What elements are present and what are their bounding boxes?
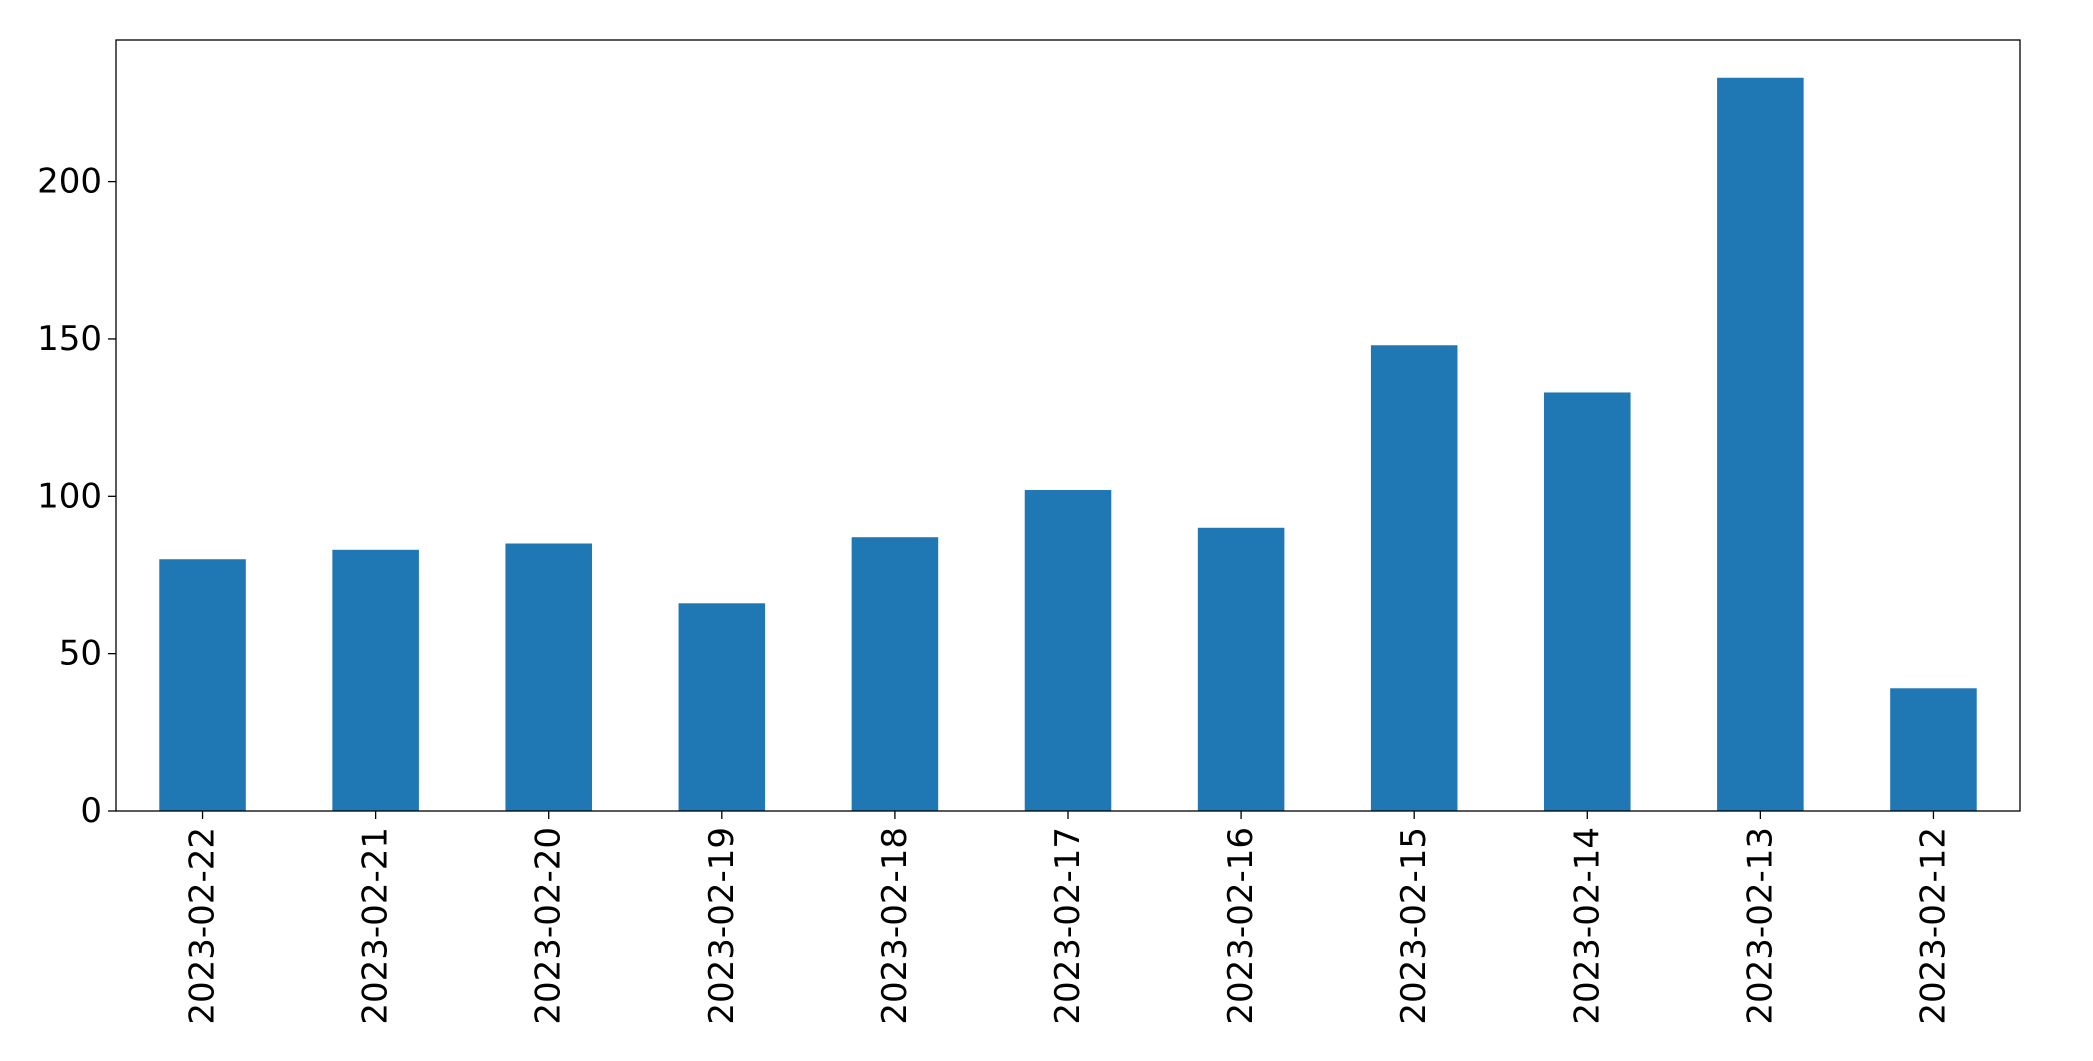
bar-2023-02-15 bbox=[1370, 345, 1458, 811]
y-axis: 0 50 100 150 200 bbox=[37, 162, 116, 831]
y-tick-label: 200 bbox=[37, 162, 102, 202]
x-tick-label: 2023-02-14 bbox=[1567, 827, 1607, 1025]
bar-2023-02-12 bbox=[1890, 688, 1977, 811]
bar-2023-02-13 bbox=[1717, 77, 1804, 811]
bar-2023-02-14 bbox=[1544, 392, 1631, 811]
x-tick-label: 2023-02-21 bbox=[356, 827, 396, 1025]
y-tick-label: 100 bbox=[37, 476, 102, 516]
x-axis: 2023-02-22 2023-02-21 2023-02-20 2023-02-19… bbox=[183, 811, 1953, 1025]
bar-2023-02-20 bbox=[505, 543, 592, 811]
bar-2023-02-19 bbox=[678, 603, 766, 811]
x-tick-label: 2023-02-16 bbox=[1221, 827, 1261, 1025]
x-tick-label: 2023-02-19 bbox=[702, 827, 742, 1025]
x-tick-label: 2023-02-17 bbox=[1048, 827, 1088, 1025]
x-tick-label: 2023-02-18 bbox=[875, 827, 915, 1025]
bars-layer bbox=[159, 77, 1977, 811]
x-tick-label: 2023-02-15 bbox=[1394, 827, 1434, 1025]
bar-2023-02-22 bbox=[159, 559, 246, 811]
bar-2023-02-16 bbox=[1197, 527, 1285, 811]
bar-2023-02-18 bbox=[851, 537, 939, 811]
y-tick-label: 0 bbox=[80, 791, 102, 831]
y-tick-label: 50 bbox=[59, 634, 102, 674]
bar-2023-02-21 bbox=[332, 549, 419, 811]
bar-2023-02-17 bbox=[1024, 490, 1112, 811]
x-tick-label: 2023-02-13 bbox=[1740, 827, 1780, 1025]
x-tick-label: 2023-02-12 bbox=[1913, 827, 1953, 1025]
x-tick-label: 2023-02-22 bbox=[183, 827, 223, 1025]
y-tick-label: 150 bbox=[37, 319, 102, 359]
x-tick-label: 2023-02-20 bbox=[529, 827, 569, 1025]
